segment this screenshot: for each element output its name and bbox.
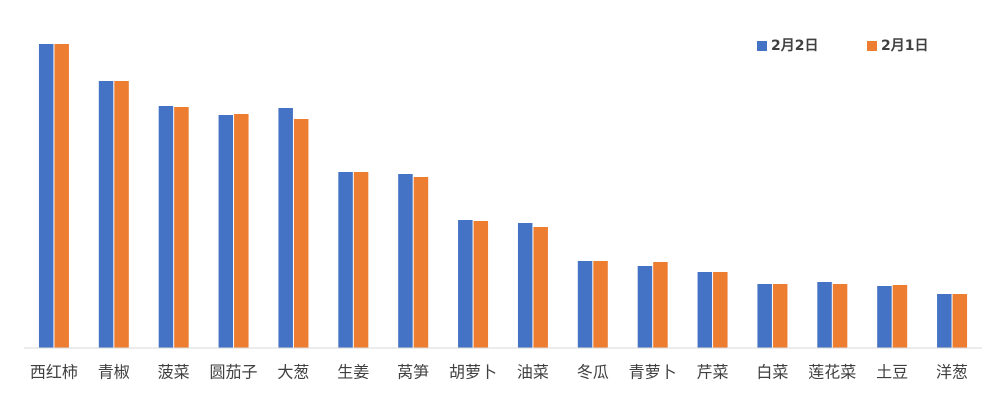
bar xyxy=(398,174,413,348)
bar xyxy=(697,272,713,348)
bar xyxy=(338,172,353,348)
x-tick-label: 冬瓜 xyxy=(577,363,609,382)
bar xyxy=(218,115,234,348)
x-tick-label: 洋葱 xyxy=(936,363,968,382)
bar xyxy=(593,261,608,348)
bar xyxy=(637,266,653,348)
bar xyxy=(293,119,309,348)
bar xyxy=(713,272,728,348)
bar xyxy=(653,262,668,348)
bar xyxy=(413,177,429,348)
bar xyxy=(757,284,772,348)
bar xyxy=(937,294,952,348)
x-tick-label: 土豆 xyxy=(876,363,908,382)
bar xyxy=(772,284,788,348)
bar xyxy=(278,108,293,348)
x-tick-label: 青椒 xyxy=(98,363,130,382)
bar xyxy=(517,223,533,348)
legend-label: 2月1日 xyxy=(881,38,928,54)
bar xyxy=(98,81,114,348)
bar xyxy=(952,294,968,348)
bar xyxy=(832,284,848,348)
bar xyxy=(892,285,908,348)
bar xyxy=(533,227,548,348)
x-tick-label: 胡萝卜 xyxy=(449,363,497,382)
bar xyxy=(353,172,369,348)
bar xyxy=(114,81,129,348)
x-tick-label: 莴笋 xyxy=(397,363,429,382)
bar xyxy=(473,221,489,348)
x-tick-label: 青萝卜 xyxy=(629,363,677,382)
bar xyxy=(38,44,54,348)
legend-swatch xyxy=(867,41,877,51)
bar xyxy=(174,107,189,348)
legend-swatch xyxy=(757,41,767,51)
x-tick-label: 白菜 xyxy=(756,363,788,382)
bar xyxy=(54,44,69,348)
x-tick-label: 大葱 xyxy=(277,363,309,382)
x-tick-label: 菠菜 xyxy=(158,363,190,382)
bar xyxy=(234,114,249,348)
bar xyxy=(577,261,593,348)
x-tick-label: 芹菜 xyxy=(697,363,729,382)
x-tick-label: 西红柿 xyxy=(30,363,78,382)
x-tick-label: 圆茄子 xyxy=(210,363,258,382)
x-tick-label: 油菜 xyxy=(517,363,549,382)
x-tick-label: 生姜 xyxy=(337,363,369,382)
bar xyxy=(817,282,832,348)
x-tick-label: 莲花菜 xyxy=(808,363,856,382)
bar xyxy=(458,220,473,348)
legend-label: 2月2日 xyxy=(771,38,818,54)
bar xyxy=(158,106,174,348)
bar xyxy=(877,286,892,348)
